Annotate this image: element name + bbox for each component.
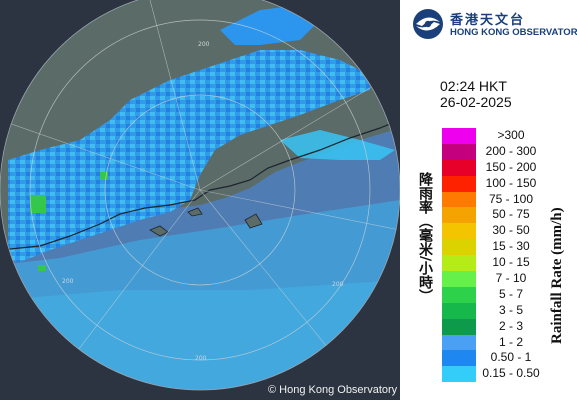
legend-row: 0.15 - 0.50	[442, 366, 546, 383]
legend-label: 0.15 - 0.50	[482, 366, 540, 381]
side-panel: 香港天文台 HONG KONG OBSERVATORY 02:24 HKT 26…	[400, 0, 577, 400]
legend-swatch	[442, 191, 476, 208]
legend-swatch	[442, 318, 476, 335]
rainfall-legend: >300 200 - 300 150 - 200 100 - 150 75 - 100 5…	[442, 128, 546, 383]
legend-row: 30 - 50	[442, 223, 546, 240]
rain-heavy-cell	[38, 265, 46, 271]
legend-swatch	[442, 239, 476, 256]
range-ring-label: 200	[62, 278, 74, 285]
legend-label: 200 - 300	[485, 143, 537, 158]
range-ring-label: 200	[332, 281, 344, 288]
legend-swatch	[442, 143, 476, 160]
legend-row: 10 - 15	[442, 255, 546, 272]
legend-swatch	[442, 302, 476, 319]
rain-echo-main	[8, 50, 370, 262]
legend-label: 15 - 30	[492, 239, 530, 254]
legend-row: 200 - 300	[442, 143, 546, 160]
legend-swatch	[442, 350, 476, 367]
radial-line	[199, 189, 400, 231]
radial-line	[0, 119, 201, 191]
legend-label: 75 - 100	[488, 191, 534, 206]
radial-line	[199, 69, 400, 191]
legend-label: 3 - 5	[498, 302, 523, 317]
legend-swatch	[442, 223, 476, 240]
range-ring	[29, 19, 371, 361]
legend-label: 100 - 150	[485, 175, 537, 190]
legend-swatch	[442, 271, 476, 287]
range-ring-label: 200	[198, 41, 210, 48]
legend-row: 5 - 7	[442, 286, 546, 303]
legend-swatch	[442, 175, 476, 192]
hko-logo: 香港天文台 HONG KONG OBSERVATORY	[412, 8, 577, 42]
legend-label: 30 - 50	[492, 223, 530, 238]
legend-swatch	[442, 255, 476, 272]
legend-swatch	[442, 159, 476, 176]
legend-title-chinese: 降雨率（毫米/小時）	[417, 172, 433, 304]
copyright-notice: © Hong Kong Observatory	[268, 384, 398, 396]
radar-time: 02:24 HKT	[440, 78, 507, 94]
legend-label: 50 - 75	[492, 207, 530, 222]
legend-row: 2 - 3	[442, 318, 546, 335]
legend-row: 100 - 150	[442, 175, 546, 192]
coastline	[0, 119, 400, 251]
legend-label: 7 - 10	[495, 271, 527, 286]
legend-row: >300	[442, 128, 546, 144]
legend-row: 7 - 10	[442, 271, 546, 287]
legend-row: 150 - 200	[442, 159, 546, 176]
legend-label: 5 - 7	[498, 286, 523, 301]
rain-heavy-cell	[30, 195, 46, 213]
logo-chinese-name: 香港天文台	[450, 13, 526, 28]
range-ring-label: 200	[195, 355, 207, 362]
legend-swatch	[442, 128, 476, 144]
radial-line	[149, 0, 201, 191]
logo-english-name: HONG KONG OBSERVATORY	[450, 27, 577, 38]
legend-label: 10 - 15	[492, 255, 530, 270]
legend-row: 3 - 5	[442, 302, 546, 319]
hko-logo-icon	[413, 9, 443, 39]
legend-title-english: Rainfall Rate (mm/h)	[549, 207, 565, 345]
legend-label: 150 - 200	[485, 159, 537, 174]
radar-date: 26-02-2025	[440, 94, 512, 110]
range-ring	[104, 94, 296, 286]
legend-swatch	[442, 366, 476, 383]
radar-map: 200 200 200 200 © Hong Kong Observatory	[0, 0, 401, 400]
legend-label: 1 - 2	[498, 334, 523, 349]
rain-echo-sea-band	[0, 200, 400, 390]
legend-row: 15 - 30	[442, 239, 546, 256]
rain-heavy-cell	[100, 172, 108, 180]
radar-map-svg: 200 200 200 200	[0, 0, 401, 391]
legend-swatch	[442, 286, 476, 303]
legend-swatch	[442, 334, 476, 351]
legend-row: 0.50 - 1	[442, 350, 546, 367]
rain-echo-north	[220, 5, 320, 45]
legend-row: 1 - 2	[442, 334, 546, 351]
legend-label: 2 - 3	[498, 318, 523, 333]
rain-echo-east	[280, 130, 395, 160]
legend-row: 75 - 100	[442, 191, 546, 208]
legend-label: 0.50 - 1	[490, 350, 532, 365]
legend-row: 50 - 75	[442, 207, 546, 224]
legend-label: >300	[497, 128, 525, 142]
legend-swatch	[442, 207, 476, 224]
